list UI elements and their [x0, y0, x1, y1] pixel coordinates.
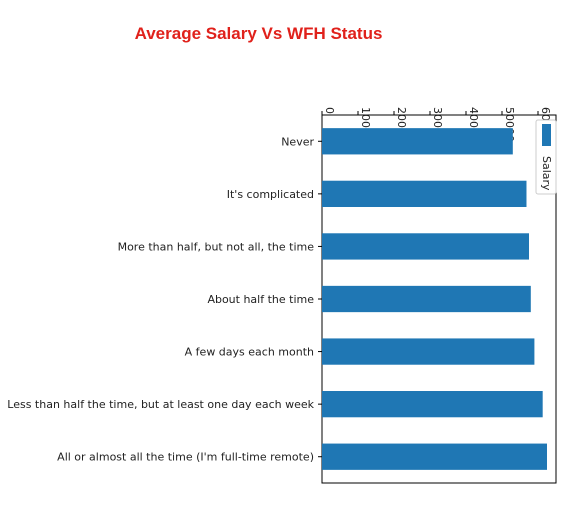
bar	[322, 285, 531, 313]
category-label: A few days each month	[185, 346, 314, 359]
x-tick-label: 0	[323, 107, 336, 114]
bars	[322, 128, 547, 470]
bar	[322, 338, 535, 365]
chart-title: Average Salary Vs WFH Status	[134, 24, 383, 43]
legend: Salary	[535, 119, 557, 195]
legend-label: Salary	[540, 156, 553, 191]
legend-swatch	[542, 124, 551, 146]
bar	[322, 233, 529, 260]
bar	[322, 391, 543, 418]
bar	[322, 128, 513, 155]
category-labels: Never It's complicated More than half, but…	[7, 135, 322, 464]
bar	[322, 443, 547, 470]
bar	[322, 180, 527, 207]
category-label: All or almost all the time (I'm full-tim…	[57, 451, 314, 464]
category-label: About half the time	[207, 293, 314, 306]
category-label: Less than half the time, but at least on…	[7, 398, 314, 411]
category-label: More than half, but not all, the time	[118, 240, 315, 253]
category-label: It's complicated	[227, 188, 314, 201]
category-label: Never	[281, 135, 314, 148]
